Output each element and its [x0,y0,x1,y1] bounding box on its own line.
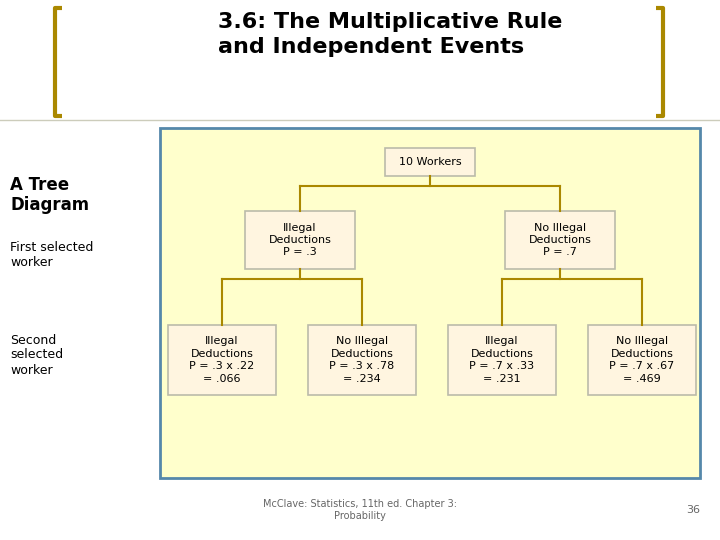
FancyBboxPatch shape [168,325,276,395]
FancyBboxPatch shape [588,325,696,395]
FancyBboxPatch shape [448,325,556,395]
Text: 3.6: The Multiplicative Rule
and Independent Events: 3.6: The Multiplicative Rule and Indepen… [218,12,562,57]
Text: Illegal
Deductions
P = .3: Illegal Deductions P = .3 [269,222,331,258]
Text: A Tree
Diagram: A Tree Diagram [10,176,89,214]
FancyBboxPatch shape [385,148,475,176]
Text: 36: 36 [686,505,700,515]
FancyBboxPatch shape [505,211,615,269]
Text: 10 Workers: 10 Workers [399,157,462,167]
Text: Illegal
Deductions
P = .3 x .22
= .066: Illegal Deductions P = .3 x .22 = .066 [189,336,255,383]
FancyBboxPatch shape [160,128,700,478]
FancyBboxPatch shape [308,325,416,395]
Text: No Illegal
Deductions
P = .3 x .78
= .234: No Illegal Deductions P = .3 x .78 = .23… [329,336,395,383]
Text: Second
selected
worker: Second selected worker [10,334,63,376]
Text: No Illegal
Deductions
P = .7: No Illegal Deductions P = .7 [528,222,591,258]
Text: Illegal
Deductions
P = .7 x .33
= .231: Illegal Deductions P = .7 x .33 = .231 [469,336,534,383]
Text: McClave: Statistics, 11th ed. Chapter 3:
Probability: McClave: Statistics, 11th ed. Chapter 3:… [263,499,457,521]
FancyBboxPatch shape [245,211,355,269]
Text: First selected
worker: First selected worker [10,241,94,269]
Text: No Illegal
Deductions
P = .7 x .67
= .469: No Illegal Deductions P = .7 x .67 = .46… [609,336,675,383]
